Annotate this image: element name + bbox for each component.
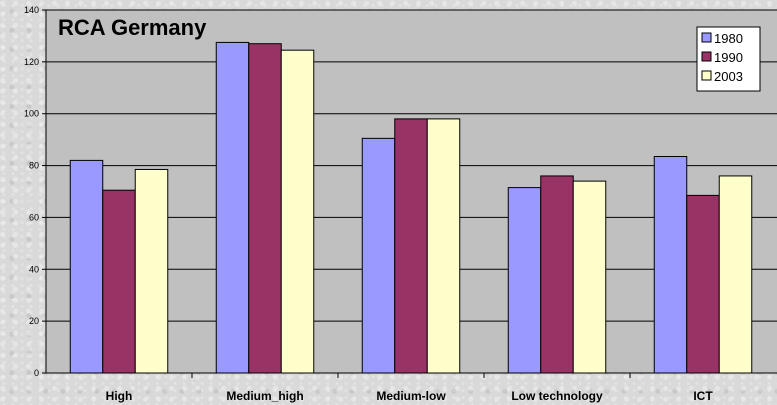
y-tick-label: 40 — [29, 264, 39, 274]
x-category-label: ICT — [693, 389, 713, 403]
bar — [69, 159, 104, 374]
bar — [507, 187, 542, 374]
bar — [102, 189, 136, 374]
legend-swatch — [701, 70, 712, 81]
bar — [248, 43, 282, 374]
x-category-label: Low technology — [511, 389, 603, 403]
bar — [280, 49, 315, 374]
y-tick-label: 20 — [29, 316, 39, 326]
x-category-label: High — [106, 389, 133, 403]
legend-label: 2003 — [714, 69, 743, 84]
legend-label: 1980 — [714, 31, 743, 46]
bar — [653, 155, 688, 374]
bar — [572, 180, 607, 374]
legend-swatch — [701, 32, 712, 43]
y-tick-label: 80 — [29, 161, 39, 171]
y-tick-label: 60 — [29, 212, 39, 222]
y-tick-label: 0 — [34, 368, 39, 378]
y-tick-label: 100 — [24, 109, 39, 119]
bar — [540, 175, 574, 374]
axes — [45, 10, 777, 378]
y-tick-label: 140 — [24, 5, 39, 15]
bar — [394, 118, 428, 374]
bar — [718, 175, 753, 374]
legend-swatch — [701, 51, 712, 62]
bar — [134, 168, 169, 374]
chart-title: RCA Germany — [58, 15, 207, 40]
bar — [215, 41, 250, 374]
y-axis-ticks: 0 20 40 60 80 100 120 140 — [24, 5, 46, 378]
legend-label: 1990 — [714, 50, 743, 65]
x-category-label: Medium-low — [376, 389, 446, 403]
bars — [69, 41, 753, 374]
x-axis-labels: High Medium_high Medium-low Low technology I… — [106, 389, 714, 403]
bar — [361, 137, 396, 374]
y-tick-label: 120 — [24, 57, 39, 67]
legend: 1980 1990 2003 — [696, 26, 761, 92]
bar — [426, 118, 461, 374]
bar — [686, 194, 720, 374]
x-category-label: Medium_high — [226, 389, 303, 403]
